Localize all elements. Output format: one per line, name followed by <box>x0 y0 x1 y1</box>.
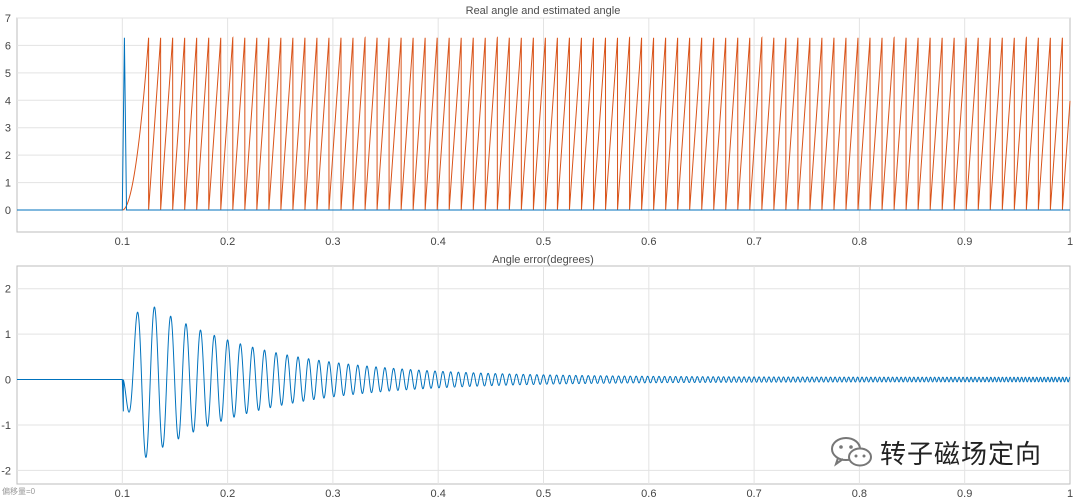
x-tick-label: 0.7 <box>746 488 761 498</box>
x-tick-label: 0.7 <box>746 236 761 248</box>
x-tick-label: 0.9 <box>957 236 972 248</box>
y-tick-label: 1 <box>5 178 11 190</box>
x-tick-label: 0.1 <box>115 236 130 248</box>
watermark: 转子磁场定向 <box>830 432 1042 472</box>
x-tick-label: 0.1 <box>115 488 130 498</box>
y-tick-label: 7 <box>5 13 11 25</box>
series-angle-error <box>17 306 1071 458</box>
x-tick-label: 1 <box>1067 488 1073 498</box>
watermark-text: 转子磁场定向 <box>880 439 1043 470</box>
plot-bottom-title: Angle error(degrees) <box>492 254 594 266</box>
x-tick-label: 0.4 <box>431 236 446 248</box>
x-tick-label: 0.6 <box>641 236 656 248</box>
plot-bottom-x-ticks: 0.1 0.2 0.3 0.4 0.5 0.6 0.7 0.8 0.9 1 <box>115 488 1073 498</box>
y-tick-label: -1 <box>1 420 11 432</box>
x-tick-label: 0.5 <box>536 236 551 248</box>
x-tick-label: 0.9 <box>957 488 972 498</box>
y-tick-label: 6 <box>5 40 11 52</box>
wechat-logo-icon <box>831 437 872 467</box>
y-tick-label: 2 <box>5 284 11 296</box>
y-tick-label: -2 <box>1 465 11 477</box>
x-tick-label: 0.2 <box>220 488 235 498</box>
plot-top: 0 1 2 3 4 5 6 7 0.1 0.2 0.3 0.4 0.5 0.6 0.7 0.8 0.9 1 Re… <box>5 5 1073 248</box>
y-tick-label: 1 <box>5 329 11 341</box>
y-tick-label: 3 <box>5 123 11 135</box>
plot-bottom: -2 -1 0 1 2 0.1 0.2 0.3 0.4 0.5 0.6 0.7 0.8 0.9 1 Ang… <box>1 254 1073 498</box>
y-tick-label: 5 <box>5 68 11 80</box>
x-tick-label: 0.3 <box>325 488 340 498</box>
x-tick-label: 0.3 <box>325 236 340 248</box>
plot-top-y-ticks: 0 1 2 3 4 5 6 7 <box>5 13 11 217</box>
y-tick-label: 0 <box>5 205 11 217</box>
y-tick-label: 0 <box>5 375 11 387</box>
y-tick-label: 2 <box>5 150 11 162</box>
x-tick-label: 0.8 <box>852 488 867 498</box>
x-tick-label: 0.8 <box>852 236 867 248</box>
plot-bottom-y-ticks: -2 -1 0 1 2 <box>1 284 11 478</box>
x-tick-label: 0.2 <box>220 236 235 248</box>
series-estimated-angle <box>17 36 1071 211</box>
footer-note: 偏移量=0 <box>2 486 36 496</box>
series-real-angle <box>17 37 1070 211</box>
x-tick-label: 0.6 <box>641 488 656 498</box>
x-tick-label: 0.4 <box>431 488 446 498</box>
plot-top-x-ticks: 0.1 0.2 0.3 0.4 0.5 0.6 0.7 0.8 0.9 1 <box>115 236 1073 248</box>
y-tick-label: 4 <box>5 95 11 107</box>
x-tick-label: 1 <box>1067 236 1073 248</box>
plot-top-title: Real angle and estimated angle <box>466 5 621 17</box>
x-tick-label: 0.5 <box>536 488 551 498</box>
